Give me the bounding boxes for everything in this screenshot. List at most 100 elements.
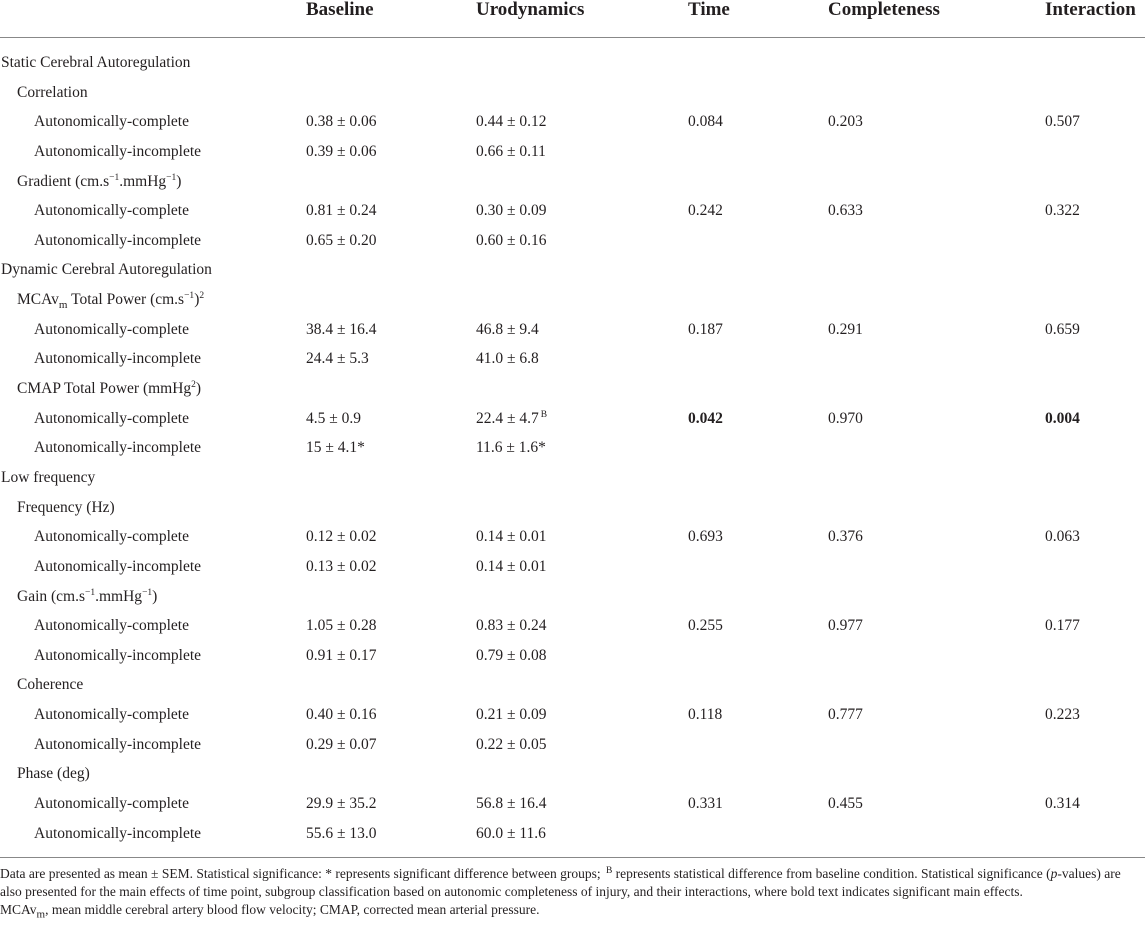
significance-mark: B [540,409,548,420]
row-label: Autonomically-incomplete [34,231,202,249]
subsection-row: Gain (cm.s−1.mmHg−1) [0,583,1145,613]
row-label: Autonomically-incomplete [34,824,202,842]
column-header-interaction: Interaction [1045,0,1136,20]
time-p-value: 0.242 [688,202,723,220]
row-label: Autonomically-incomplete [34,439,202,457]
baseline-value: 29.9 ± 35.2 [306,795,377,813]
urodynamics-value: 56.8 ± 16.4 [476,795,547,813]
footer-divider [0,857,1145,858]
row-label: Autonomically-incomplete [34,646,202,664]
row-label: CMAP Total Power (mmHg2) [17,379,202,398]
urodynamics-value: 46.8 ± 9.4 [476,320,539,338]
table-footnote: Data are presented as mean ± SEM. Statis… [0,865,1140,921]
row-label: Autonomically-incomplete [34,350,202,368]
table-row: Autonomically-complete 0.12 ± 0.02 0.14 ± … [0,523,1145,553]
row-label: MCAvm Total Power (cm.s−1)2 [17,290,205,312]
urodynamics-value: 0.22 ± 0.05 [476,735,547,753]
urodynamics-value: 0.14 ± 0.01 [476,557,547,575]
urodynamics-value: 0.83 ± 0.24 [476,617,547,635]
row-label: Low frequency [1,468,96,486]
completeness-p-value: 0.977 [828,617,863,635]
urodynamics-value: 22.4 ± 4.7 B [476,409,548,427]
row-label: Static Cerebral Autoregulation [1,54,191,71]
row-label: Autonomically-complete [34,320,189,338]
row-label: Gain (cm.s−1.mmHg−1) [17,587,158,605]
table-row: Autonomically-incomplete 0.29 ± 0.07 0.22 … [0,731,1145,761]
time-p-value: 0.084 [688,113,723,131]
table-row: Autonomically-complete 0.40 ± 0.16 0.21 ± … [0,701,1145,731]
urodynamics-value: 0.14 ± 0.01 [476,528,547,546]
urodynamics-value: 0.60 ± 0.16 [476,231,547,249]
row-label: Autonomically-complete [34,528,189,546]
row-label: Gradient (cm.s−1.mmHg−1) [17,172,182,190]
time-p-value: 0.042 [688,409,723,427]
urodynamics-value: 0.30 ± 0.09 [476,202,547,220]
baseline-value: 0.13 ± 0.02 [306,557,377,575]
baseline-value: 0.81 ± 0.24 [306,202,377,220]
row-label: Autonomically-complete [34,202,189,220]
time-p-value: 0.255 [688,617,723,635]
table-row: Autonomically-incomplete 55.6 ± 13.0 60.0 … [0,820,1145,850]
row-label: Correlation [17,83,88,101]
interaction-p-value: 0.223 [1045,706,1080,724]
table-row: Autonomically-complete 38.4 ± 16.4 46.8 ± … [0,316,1145,346]
time-p-value: 0.187 [688,320,723,338]
completeness-p-value: 0.970 [828,409,863,427]
subsection-row: Frequency (Hz) [0,494,1145,524]
time-p-value: 0.118 [688,706,723,724]
table-row: Autonomically-complete 4.5 ± 0.9 22.4 ± 4.… [0,405,1145,435]
urodynamics-value: 11.6 ± 1.6* [476,439,546,457]
baseline-value: 4.5 ± 0.9 [306,409,362,427]
baseline-value: 38.4 ± 16.4 [306,320,377,338]
footnote-abbreviations: MCAvm, mean middle cerebral artery blood… [0,902,540,921]
table-body: Static Cerebral Autoregulation Correlatio… [0,49,1145,849]
column-header-baseline: Baseline [306,0,374,20]
interaction-p-value: 0.314 [1045,795,1080,813]
table-row: Autonomically-incomplete 0.39 ± 0.06 0.66 … [0,138,1145,168]
row-label: Autonomically-complete [34,409,189,427]
row-label: Autonomically-complete [34,617,189,635]
baseline-value: 0.29 ± 0.07 [306,735,377,753]
row-label: Coherence [17,676,84,694]
subsection-row: Gradient (cm.s−1.mmHg−1) [0,168,1145,198]
table-row: Autonomically-complete 0.81 ± 0.24 0.30 ± … [0,197,1145,227]
interaction-p-value: 0.004 [1045,409,1080,427]
subsection-row: Coherence [0,671,1145,701]
completeness-p-value: 0.376 [828,528,863,546]
table-row: Autonomically-incomplete 15 ± 4.1* 11.6 ± … [0,434,1145,464]
row-label: Dynamic Cerebral Autoregulation [1,261,212,279]
urodynamics-value: 0.44 ± 0.12 [476,113,547,131]
section-row: Static Cerebral Autoregulation [0,49,1145,79]
baseline-value: 0.38 ± 0.06 [306,113,377,131]
completeness-p-value: 0.203 [828,113,863,131]
baseline-value: 15 ± 4.1* [306,439,365,457]
completeness-p-value: 0.455 [828,795,863,813]
interaction-p-value: 0.322 [1045,202,1080,220]
section-row: Low frequency [0,464,1145,494]
table-row: Autonomically-incomplete 0.91 ± 0.17 0.79 … [0,642,1145,672]
urodynamics-value: 0.79 ± 0.08 [476,646,547,664]
row-label: Autonomically-incomplete [34,557,202,575]
time-p-value: 0.693 [688,528,723,546]
completeness-p-value: 0.777 [828,706,863,724]
table-row: Autonomically-complete 0.38 ± 0.06 0.44 ± … [0,108,1145,138]
row-label: Autonomically-complete [34,113,189,131]
urodynamics-value: 0.66 ± 0.11 [476,142,546,160]
urodynamics-value: 0.21 ± 0.09 [476,706,547,724]
column-header-urodynamics: Urodynamics [476,0,585,20]
table-row: Autonomically-complete 29.9 ± 35.2 56.8 ± … [0,790,1145,820]
section-row: Dynamic Cerebral Autoregulation [0,256,1145,286]
row-label: Autonomically-complete [34,795,189,813]
row-label: Autonomically-incomplete [34,142,202,160]
baseline-value: 0.65 ± 0.20 [306,231,377,249]
baseline-value: 0.40 ± 0.16 [306,706,377,724]
table-header: Baseline Urodynamics Time Completeness I… [0,0,1145,38]
urodynamics-value: 41.0 ± 6.8 [476,350,539,368]
row-label: Autonomically-incomplete [34,735,202,753]
interaction-p-value: 0.063 [1045,528,1080,546]
table-row: Autonomically-complete 1.05 ± 0.28 0.83 ± … [0,612,1145,642]
urodynamics-value: 60.0 ± 11.6 [476,824,546,842]
table-row: Autonomically-incomplete 0.13 ± 0.02 0.14 … [0,553,1145,583]
interaction-p-value: 0.507 [1045,113,1080,131]
interaction-p-value: 0.177 [1045,617,1080,635]
